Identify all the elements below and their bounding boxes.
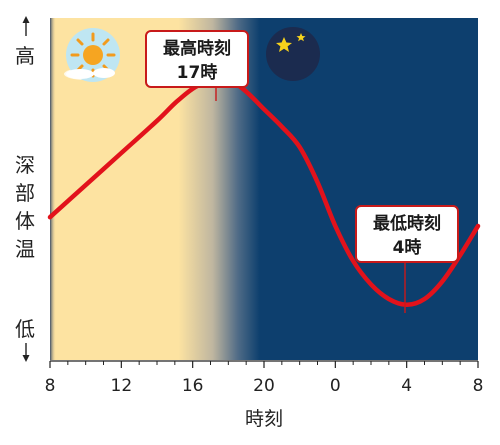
x-axis: 8 12 16 20 0 4 8: [45, 360, 484, 396]
trough-callout-box: [355, 205, 459, 263]
x-tick-label: 8: [45, 376, 56, 396]
trough-callout-value: 4時: [393, 237, 422, 258]
y-axis-title: 深部体温: [15, 153, 35, 261]
x-axis-title: 時刻: [245, 408, 283, 430]
up-arrow-icon: [22, 16, 30, 36]
peak-callout-value: 17時: [177, 62, 218, 83]
x-tick-label: 8: [473, 376, 484, 396]
temperature-curve: [47, 74, 481, 308]
x-tick-label: 12: [111, 376, 133, 396]
moon-stars-icon: [266, 27, 320, 81]
trough-annotation: 最低時刻 4時: [355, 205, 459, 313]
down-arrow-icon: [22, 343, 30, 362]
peak-annotation: 最高時刻 17時: [145, 30, 249, 101]
x-tick-label: 0: [330, 376, 341, 396]
x-tick-label: 4: [401, 376, 412, 396]
peak-callout-title: 最高時刻: [163, 38, 231, 59]
y-low-label: 低: [15, 317, 35, 341]
y-high-label: 高: [15, 44, 35, 68]
trough-callout-title: 最低時刻: [373, 213, 441, 234]
y-axis: 高 低 深部体温: [15, 16, 35, 362]
x-tick-label: 16: [182, 376, 204, 396]
peak-callout-box: [145, 30, 249, 88]
x-tick-label: 20: [253, 376, 275, 396]
left-edge-shade: [50, 18, 56, 360]
sun-icon: [64, 28, 120, 82]
